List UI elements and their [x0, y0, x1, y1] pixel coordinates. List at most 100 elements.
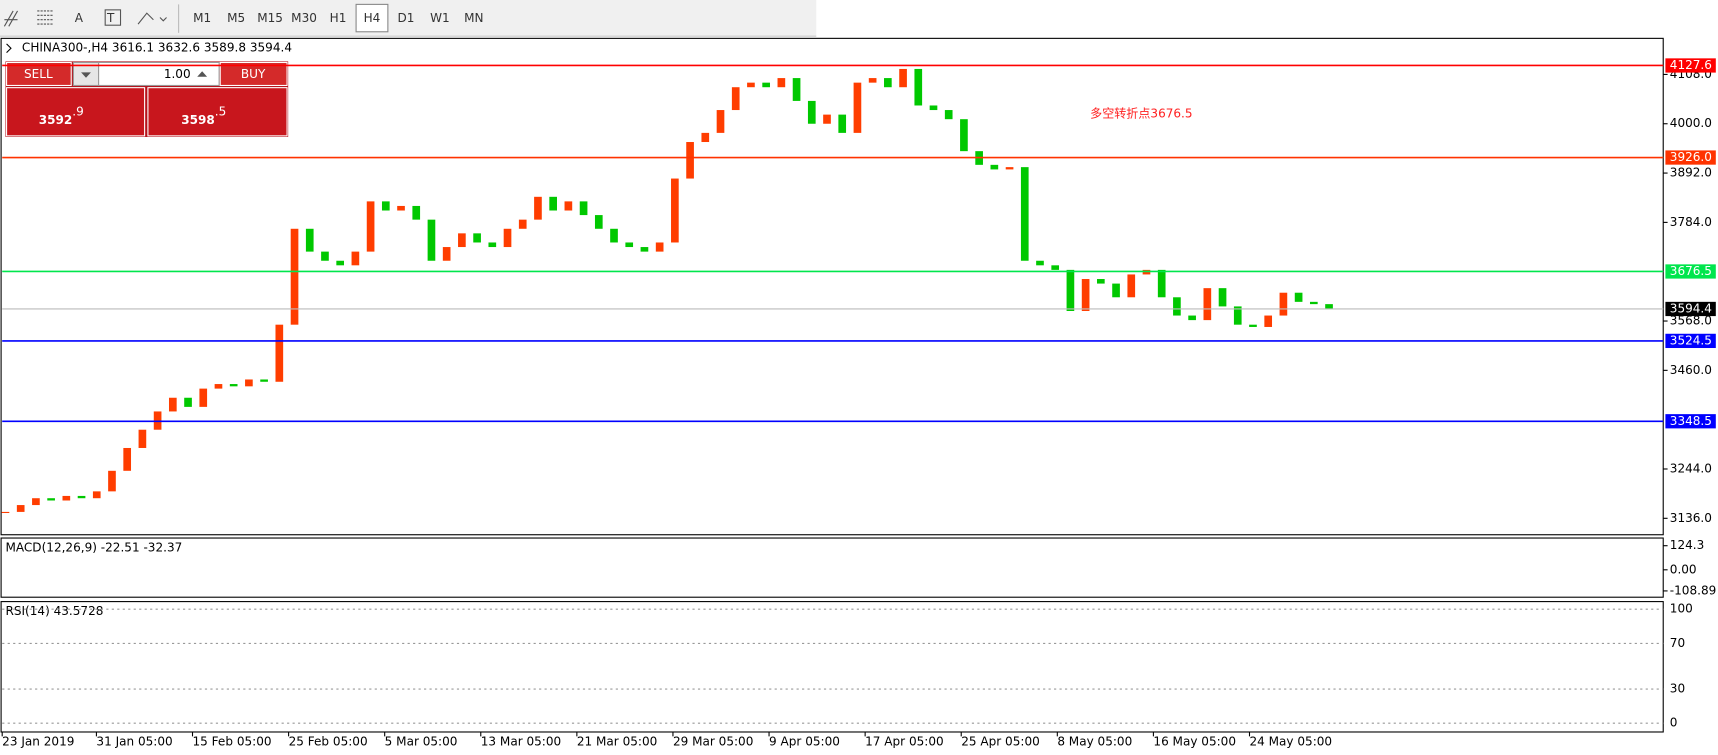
time-label: 5 Mar 05:00 [385, 734, 458, 748]
candle [701, 132, 710, 143]
time-label: 23 Jan 2019 [2, 734, 74, 748]
candle [625, 242, 634, 248]
buy-button[interactable] [219, 61, 288, 87]
candle [503, 228, 512, 248]
time-label: 8 May 05:00 [1057, 734, 1132, 748]
candle [549, 196, 557, 211]
time-label: 29 Mar 05:00 [673, 734, 753, 748]
ask-main: 3598 [181, 113, 215, 127]
period-button[interactable]: M1 [193, 11, 211, 25]
period-button[interactable]: H1 [330, 11, 347, 25]
candle [16, 505, 25, 512]
rsi-tick-label: 100 [1670, 602, 1693, 616]
time-label: 25 Feb 05:00 [289, 734, 368, 748]
candle [1036, 260, 1044, 266]
period-button[interactable]: W1 [430, 11, 450, 25]
level-tag [1665, 264, 1716, 279]
period-button[interactable]: M30 [291, 11, 317, 25]
period-button[interactable]: M15 [257, 11, 283, 25]
time-label: 17 Apr 05:00 [865, 734, 944, 748]
candle [214, 384, 223, 389]
symbol-info: CHINA300-,H4 3616.1 3632.6 3589.8 3594.4 [22, 41, 292, 55]
volume-down-arrow [81, 72, 91, 78]
volume-field[interactable] [98, 61, 220, 87]
period-button[interactable]: H4 [364, 11, 381, 25]
candle [199, 388, 208, 407]
shapes-icon[interactable] [137, 12, 167, 25]
candle [1249, 324, 1257, 327]
candle [762, 82, 770, 88]
candle [747, 82, 755, 88]
candle [1005, 167, 1014, 170]
candle [594, 215, 603, 229]
annotation: 多空转折点3676.5 [1090, 105, 1192, 120]
candle [458, 233, 466, 248]
candle [488, 242, 497, 248]
candle [168, 397, 177, 412]
candle [884, 78, 892, 88]
candle [731, 87, 740, 111]
candle [412, 205, 421, 220]
candle [366, 201, 375, 252]
level-tag-label: 4127.6 [1670, 58, 1712, 72]
period-active [355, 3, 389, 33]
price-tick-label: 3244.0 [1670, 461, 1712, 475]
time-label: 16 May 05:00 [1153, 734, 1236, 748]
level-tag [1665, 333, 1716, 349]
lines-icon[interactable] [37, 10, 53, 25]
candle [1294, 292, 1303, 302]
candle [47, 498, 55, 501]
rsi-tick-label: 0 [1670, 716, 1678, 730]
crosshair-icon[interactable] [3, 10, 19, 27]
candle [777, 78, 786, 88]
candle [336, 260, 345, 266]
candle [351, 251, 360, 266]
candle [838, 114, 847, 133]
period-buttons: A M1 M5 M15 M30 H1 H4 D1 W1 MN [75, 3, 484, 33]
level-tag-label: 3926.0 [1670, 150, 1712, 164]
candle [1020, 167, 1029, 261]
rsi-tick-label: 30 [1670, 682, 1685, 696]
bid-box[interactable] [6, 87, 146, 137]
candle [671, 178, 679, 243]
macd-tick-label: 124.3 [1670, 538, 1704, 552]
toolbar-icons [3, 4, 180, 33]
candle [792, 78, 801, 101]
candle [610, 228, 618, 243]
tool-text-icon[interactable]: A [75, 11, 84, 25]
period-button[interactable]: MN [464, 11, 483, 25]
price-tick-label: 3136.0 [1670, 511, 1712, 525]
candle [108, 470, 116, 492]
candle [960, 119, 968, 152]
candle [868, 78, 877, 83]
candle [1127, 274, 1136, 298]
candle [138, 429, 147, 448]
candle [853, 82, 862, 133]
candle [564, 201, 573, 211]
candle [1173, 297, 1181, 316]
candle [1112, 283, 1120, 298]
candle [944, 110, 953, 120]
trade-panel: SELL 1.00 BUY 3592 .9 3598 .5 [5, 61, 289, 137]
candle [1279, 292, 1288, 316]
text-icon[interactable] [104, 9, 122, 26]
price-tick-label: 3892.0 [1670, 166, 1712, 180]
volume-up-arrow[interactable] [197, 71, 208, 77]
candle [275, 324, 284, 382]
price-tick-label: 3460.0 [1670, 363, 1712, 377]
volume: 1.00 [164, 67, 191, 81]
candle [1203, 288, 1212, 321]
candle [823, 114, 831, 124]
candle [1233, 306, 1242, 325]
price-panel-border [0, 37, 1664, 536]
buy-label: BUY [241, 67, 266, 81]
period-button[interactable]: M5 [227, 11, 245, 25]
period-button[interactable]: D1 [397, 11, 414, 25]
candle [1051, 265, 1060, 270]
candle [32, 498, 40, 506]
ask-box[interactable] [147, 87, 288, 137]
candle [518, 219, 527, 229]
sell-button[interactable] [6, 61, 72, 87]
